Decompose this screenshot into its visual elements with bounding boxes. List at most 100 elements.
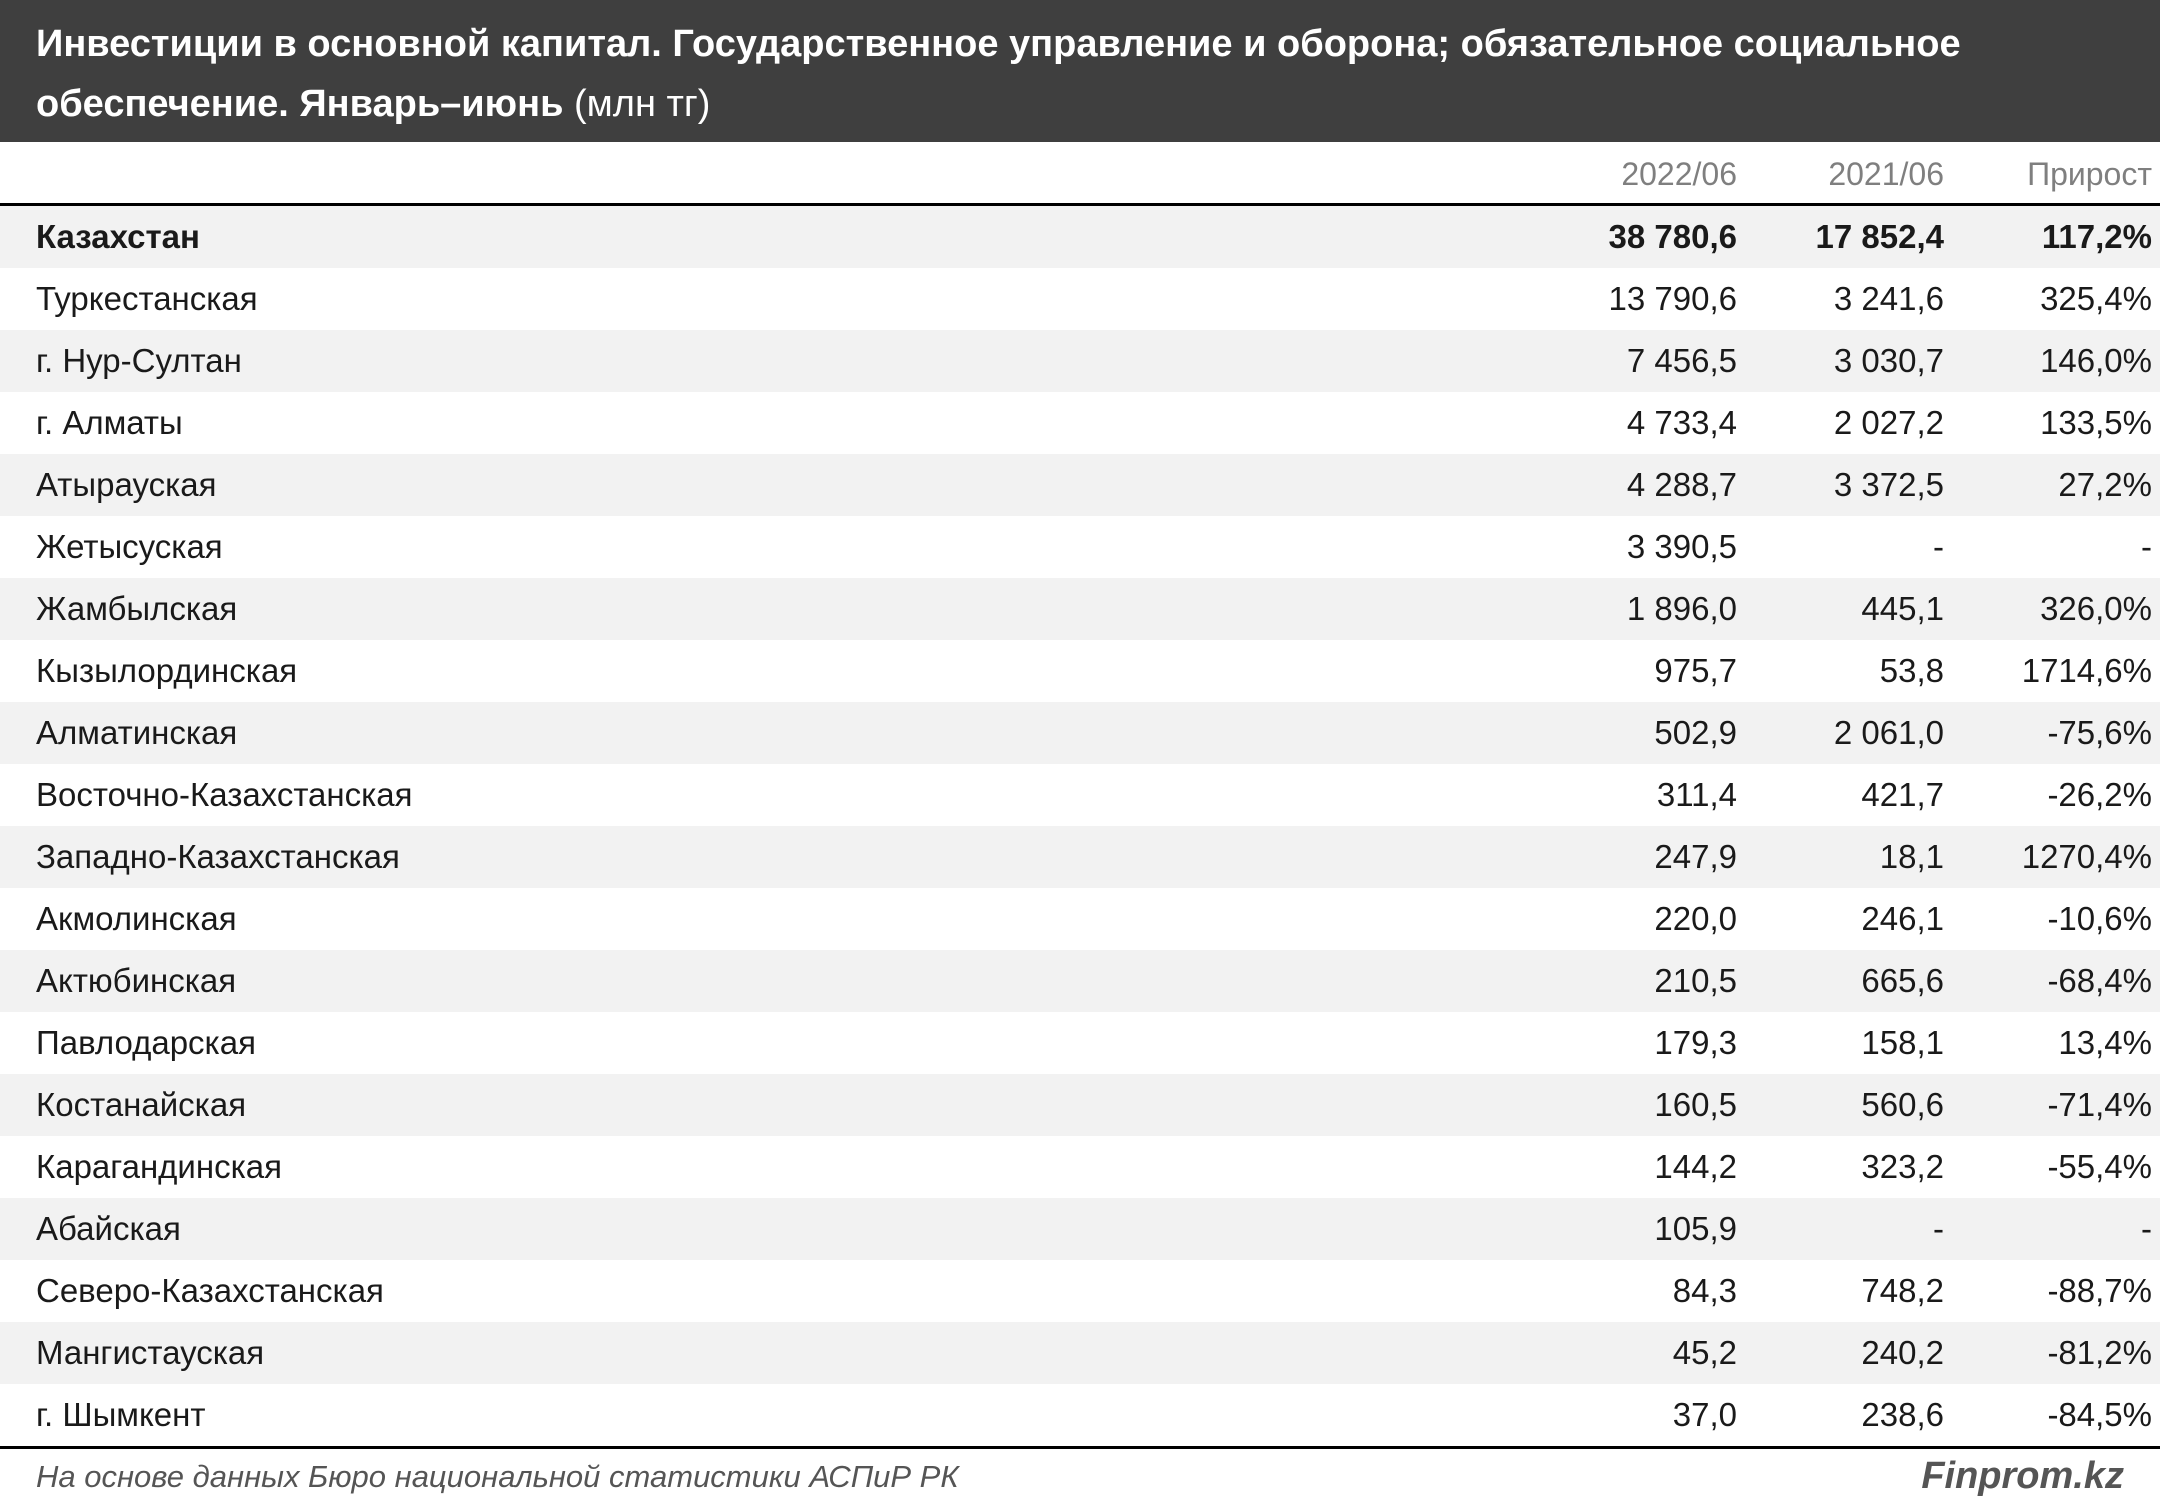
row-growth-cell: -81,2% (2047, 1334, 2152, 1371)
row-name-cell: Жетысуская (36, 528, 223, 565)
row-name-cell: Акмолинская (36, 900, 237, 937)
table-footer: На основе данных Бюро национальной стати… (0, 1446, 2160, 1510)
row-value-2022-cell: 210,5 (1654, 962, 1737, 999)
row-value-2022-cell: 179,3 (1654, 1024, 1737, 1061)
row-value-2021-cell: 323,2 (1861, 1148, 1944, 1185)
row-growth-cell: 146,0% (2040, 342, 2152, 379)
row-value-2022-cell: 38 780,6 (1608, 218, 1737, 255)
row-name-cell: Актюбинская (36, 962, 237, 999)
row-value-2022-cell: 1 896,0 (1626, 590, 1737, 627)
row-value-2022-cell: 7 456,5 (1626, 342, 1737, 379)
row-value-2021-cell: 246,1 (1861, 900, 1944, 937)
row-name-cell: Туркестанская (36, 280, 258, 317)
row-value-2021-cell: 748,2 (1861, 1272, 1944, 1309)
row-growth-cell: -71,4% (2047, 1086, 2152, 1123)
row-value-2021-cell: 17 852,4 (1815, 218, 1944, 255)
column-header-growth: Прирост (2027, 156, 2152, 192)
row-value-2022-cell: 247,9 (1654, 838, 1737, 875)
table-row: Мангистауская 45,2 240,2 -81,2% (0, 1322, 2160, 1384)
row-value-2021-cell: 421,7 (1861, 776, 1944, 813)
row-value-2022-cell: 37,0 (1672, 1396, 1737, 1433)
table-row: Жамбылская 1 896,0 445,1 326,0% (0, 578, 2160, 640)
row-growth-cell: -88,7% (2047, 1272, 2152, 1309)
row-value-2021-cell: - (1933, 1210, 1944, 1247)
table-row: г. Алматы 4 733,4 2 027,2 133,5% (0, 392, 2160, 454)
row-value-2022-cell: 84,3 (1672, 1272, 1737, 1309)
row-value-2021-cell: 53,8 (1879, 652, 1944, 689)
row-name-cell: г. Шымкент (36, 1396, 206, 1433)
row-name-cell: Костанайская (36, 1086, 247, 1123)
row-growth-cell: 13,4% (2058, 1024, 2152, 1061)
row-value-2021-cell: 2 061,0 (1833, 714, 1944, 751)
row-value-2022-cell: 975,7 (1654, 652, 1737, 689)
row-growth-cell: -10,6% (2047, 900, 2152, 937)
row-value-2021-cell: 3 030,7 (1833, 342, 1944, 379)
row-growth-cell: -55,4% (2047, 1148, 2152, 1185)
row-name-cell: Северо-Казахстанская (36, 1272, 384, 1309)
table-row: Костанайская 160,5 560,6 -71,4% (0, 1074, 2160, 1136)
row-value-2022-cell: 4 288,7 (1626, 466, 1737, 503)
table-row: Северо-Казахстанская 84,3 748,2 -88,7% (0, 1260, 2160, 1322)
row-name-cell: г. Нур-Султан (36, 342, 242, 379)
table-row: Абайская 105,9 - - (0, 1198, 2160, 1260)
table-title: Инвестиции в основной капитал. Государст… (36, 23, 1961, 125)
table-row-total: Казахстан 38 780,6 17 852,4 117,2% (0, 206, 2160, 268)
table-row: Восточно-Казахстанская 311,4 421,7 -26,2% (0, 764, 2160, 826)
row-value-2021-cell: 445,1 (1861, 590, 1944, 627)
row-value-2022-cell: 45,2 (1672, 1334, 1737, 1371)
row-growth-cell: -75,6% (2047, 714, 2152, 751)
row-value-2022-cell: 160,5 (1654, 1086, 1737, 1123)
row-name-cell: Мангистауская (36, 1334, 265, 1371)
table-row: Актюбинская 210,5 665,6 -68,4% (0, 950, 2160, 1012)
row-growth-cell: 326,0% (2040, 590, 2152, 627)
table-body: Казахстан 38 780,6 17 852,4 117,2% Туркестан… (0, 206, 2160, 1446)
table-unit: (млн тг) (574, 83, 711, 125)
table-row: Павлодарская 179,3 158,1 13,4% (0, 1012, 2160, 1074)
row-value-2021-cell: - (1933, 528, 1944, 565)
row-value-2021-cell: 3 372,5 (1833, 466, 1944, 503)
column-header-2021: 2021/06 (1828, 156, 1944, 192)
row-value-2021-cell: 665,6 (1861, 962, 1944, 999)
brand-logo-text: Finprom.kz (1921, 1455, 2124, 1497)
table-row: Алматинская 502,9 2 061,0 -75,6% (0, 702, 2160, 764)
row-value-2021-cell: 238,6 (1861, 1396, 1944, 1433)
row-growth-cell: -26,2% (2047, 776, 2152, 813)
row-name-cell: Кызылординская (36, 652, 298, 689)
row-growth-cell: 325,4% (2040, 280, 2152, 317)
row-name-cell: Западно-Казахстанская (36, 838, 400, 875)
table-row: Кызылординская 975,7 53,8 1714,6% (0, 640, 2160, 702)
row-value-2022-cell: 13 790,6 (1608, 280, 1737, 317)
row-name-cell: Казахстан (36, 218, 200, 255)
row-value-2022-cell: 3 390,5 (1626, 528, 1737, 565)
row-value-2021-cell: 2 027,2 (1833, 404, 1944, 441)
row-name-cell: Жамбылская (36, 590, 238, 627)
table-row: Карагандинская 144,2 323,2 -55,4% (0, 1136, 2160, 1198)
row-growth-cell: 27,2% (2058, 466, 2152, 503)
row-name-cell: Павлодарская (36, 1024, 256, 1061)
table-row: Атырауская 4 288,7 3 372,5 27,2% (0, 454, 2160, 516)
row-name-cell: Карагандинская (36, 1148, 282, 1185)
row-value-2022-cell: 144,2 (1654, 1148, 1737, 1185)
row-growth-cell: 133,5% (2040, 404, 2152, 441)
row-value-2022-cell: 311,4 (1656, 776, 1737, 813)
column-header-2022: 2022/06 (1621, 156, 1737, 192)
table-row: г. Нур-Султан 7 456,5 3 030,7 146,0% (0, 330, 2160, 392)
row-value-2021-cell: 560,6 (1861, 1086, 1944, 1123)
table-row: г. Шымкент 37,0 238,6 -84,5% (0, 1384, 2160, 1446)
table-row: Западно-Казахстанская 247,9 18,1 1270,4% (0, 826, 2160, 888)
row-value-2022-cell: 4 733,4 (1626, 404, 1737, 441)
source-note: На основе данных Бюро национальной стати… (36, 1459, 959, 1494)
row-value-2022-cell: 220,0 (1654, 900, 1737, 937)
row-value-2022-cell: 502,9 (1654, 714, 1737, 751)
row-name-cell: Атырауская (36, 466, 217, 503)
table-title-bar: Инвестиции в основной капитал. Государст… (0, 0, 2160, 142)
row-growth-cell: 1714,6% (2021, 652, 2152, 689)
row-growth-cell: - (2141, 1210, 2152, 1247)
row-name-cell: Восточно-Казахстанская (36, 776, 413, 813)
table-row: Акмолинская 220,0 246,1 -10,6% (0, 888, 2160, 950)
table-row: Жетысуская 3 390,5 - - (0, 516, 2160, 578)
row-name-cell: г. Алматы (36, 404, 183, 441)
row-growth-cell: - (2141, 528, 2152, 565)
row-name-cell: Абайская (36, 1210, 181, 1247)
row-growth-cell: 1270,4% (2021, 838, 2152, 875)
